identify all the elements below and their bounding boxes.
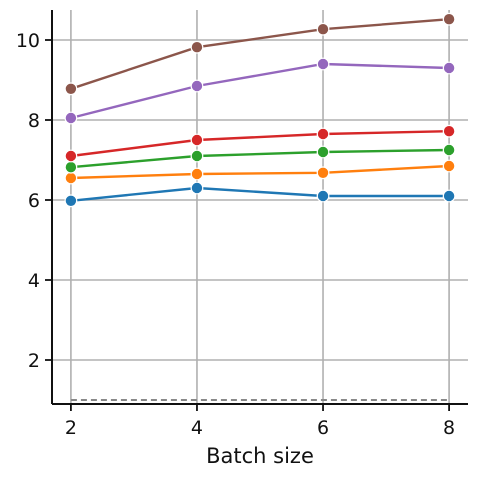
series-6-line (70, 18, 450, 90)
series-6-point-6 (316, 22, 330, 36)
series-5-point-4 (190, 79, 204, 93)
series-3-point-2 (64, 160, 78, 174)
series-2-line (70, 164, 450, 180)
series-4-point-6 (316, 127, 330, 141)
series-1-line (70, 186, 450, 202)
y-tick-label-8: 8 (28, 110, 40, 132)
axes (45, 10, 468, 411)
series-4-point-8 (442, 124, 456, 138)
x-tick-label-8: 8 (443, 417, 455, 439)
series-6-point-4 (190, 40, 204, 54)
series-5-point-6 (316, 57, 330, 71)
x-tick-label-6: 6 (317, 417, 329, 439)
series-4-point-2 (64, 149, 78, 163)
series-5-point-2 (64, 111, 78, 125)
series-4-line (70, 130, 450, 158)
series-2-point-2 (64, 171, 78, 185)
series-6-point-2 (64, 82, 78, 96)
series-2-point-4 (190, 167, 204, 181)
series-5-line (70, 62, 450, 120)
series-1-point-2 (64, 194, 78, 208)
series-3-point-4 (190, 149, 204, 163)
series-6-point-8 (442, 12, 456, 26)
series-3-point-8 (442, 143, 456, 157)
series-3-point-6 (316, 145, 330, 159)
grid-lines (52, 10, 468, 404)
y-tick-label-6: 6 (28, 190, 40, 212)
x-tick-label-2: 2 (65, 417, 77, 439)
series-3-line (70, 148, 450, 169)
x-tick-label-4: 4 (191, 417, 203, 439)
series-group (64, 12, 456, 208)
series-1-point-4 (190, 181, 204, 195)
x-axis-label: Batch size (206, 444, 314, 468)
tick-labels: 2 4 6 8 2 4 6 8 10 (16, 30, 455, 439)
series-5-point-8 (442, 61, 456, 75)
series-4-point-4 (190, 133, 204, 147)
series-2-point-8 (442, 159, 456, 173)
series-1-point-8 (442, 189, 456, 203)
y-tick-label-4: 4 (28, 270, 40, 292)
series-1-point-6 (316, 189, 330, 203)
y-tick-label-10: 10 (16, 30, 40, 52)
y-tick-label-2: 2 (28, 350, 40, 372)
series-2-point-6 (316, 166, 330, 180)
